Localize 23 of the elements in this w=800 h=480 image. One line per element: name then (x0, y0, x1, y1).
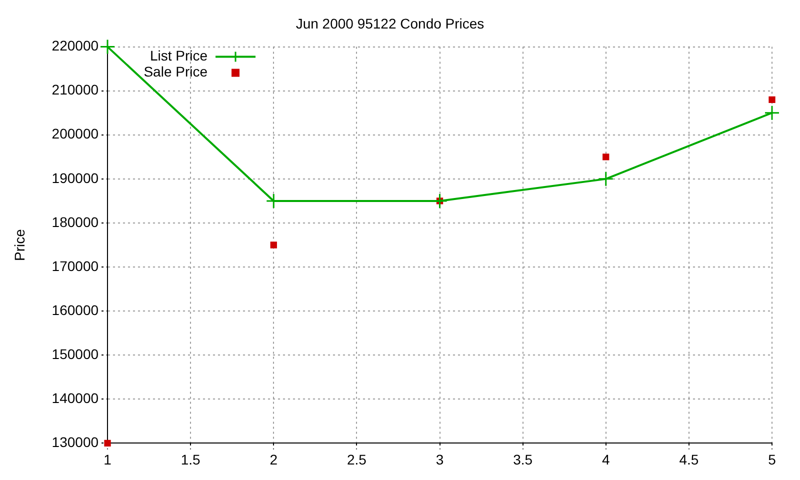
legend-label: List Price (150, 48, 208, 64)
x-tick-label: 4.5 (679, 451, 699, 468)
y-tick-label: 190000 (52, 170, 99, 186)
y-tick-label: 210000 (52, 82, 99, 98)
y-tick-label: 180000 (52, 214, 99, 230)
y-tick-label: 220000 (52, 38, 99, 54)
x-tick-label: 4 (602, 451, 610, 468)
y-tick-label: 140000 (52, 390, 99, 406)
x-tick-label: 3 (436, 451, 444, 468)
y-tick-label: 160000 (52, 302, 99, 318)
y-tick-label: 150000 (52, 346, 99, 362)
x-tick-label: 1 (104, 451, 112, 468)
y-axis-title: Price (11, 228, 28, 261)
x-tick-label: 3.5 (513, 451, 533, 468)
legend-label: Sale Price (144, 64, 208, 80)
chart-title: Jun 2000 95122 Condo Prices (296, 15, 484, 32)
y-tick-label: 200000 (52, 126, 99, 142)
x-tick-label: 1.5 (180, 451, 201, 468)
x-tick-label: 2.5 (346, 451, 367, 468)
x-tick-label: 5 (768, 451, 776, 468)
x-tick-label: 2 (270, 451, 278, 468)
y-tick-label: 130000 (52, 434, 99, 450)
y-tick-label: 170000 (52, 258, 99, 274)
